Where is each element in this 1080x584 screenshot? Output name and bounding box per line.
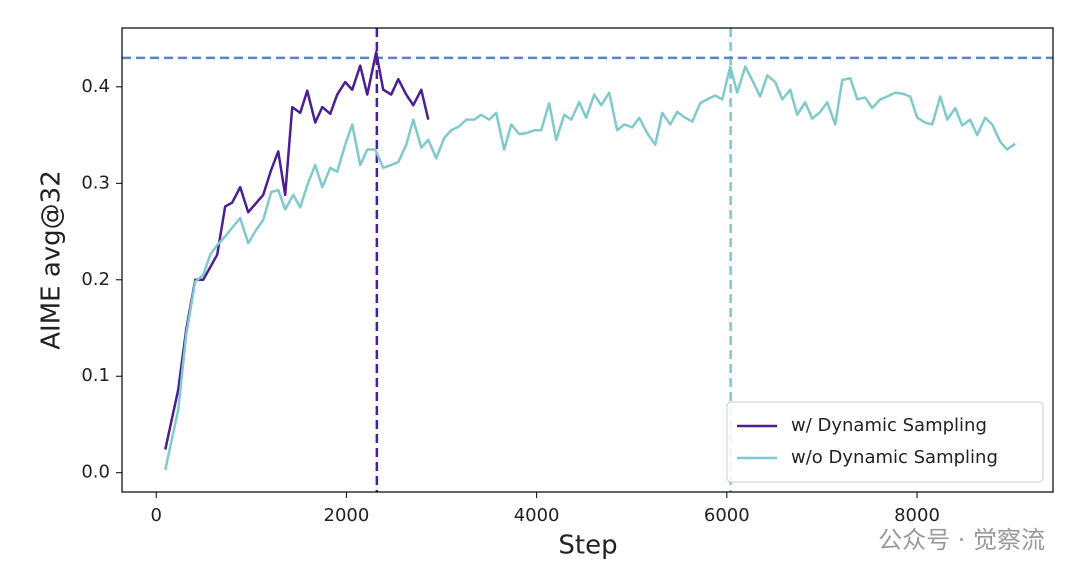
y-tick-label: 0.2 <box>81 269 110 290</box>
series-line <box>164 65 1016 471</box>
y-axis-label: AIME avg@32 <box>37 170 67 350</box>
x-tick-label: 2000 <box>324 505 370 526</box>
plot-frame <box>121 27 1054 493</box>
x-tick-label: 8000 <box>894 505 940 526</box>
y-tick-label: 0.0 <box>81 462 110 483</box>
watermark: 公众号 · 觉察流 <box>878 526 1045 554</box>
legend-label: w/ Dynamic Sampling <box>791 415 987 436</box>
legend-box <box>726 401 1044 483</box>
x-tick-label: 0 <box>151 505 162 526</box>
y-tick-label: 0.3 <box>81 172 110 193</box>
y-tick-label: 0.4 <box>81 76 110 97</box>
legend-label: w/o Dynamic Sampling <box>791 447 998 468</box>
y-tick-label: 0.1 <box>81 365 110 386</box>
x-axis-label: Step <box>558 531 617 561</box>
series-line <box>164 50 430 450</box>
x-tick-label: 4000 <box>514 505 560 526</box>
x-tick-label: 6000 <box>704 505 750 526</box>
